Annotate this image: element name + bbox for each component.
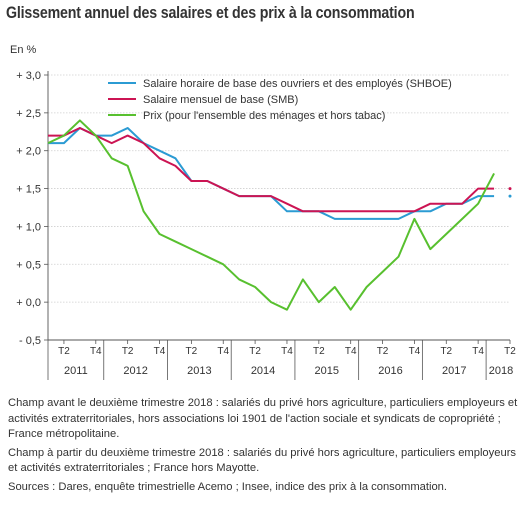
chart-title: Glissement annuel des salaires et des pr… xyxy=(6,4,415,22)
legend-label-1: Salaire horaire de base des ouvriers et … xyxy=(143,78,452,90)
line-chart: En % - 0,5 + 0,0 + 0,5 + 1,0 + 1,5 + 2,0 + 2,5 +… xyxy=(10,44,516,380)
x-quarter-label: T4 xyxy=(345,346,357,357)
series-projection-point-1 xyxy=(508,194,512,198)
x-quarter-label: T4 xyxy=(472,346,484,357)
chart-notes: Champ avant le deuxième trimestre 2018 :… xyxy=(8,396,524,499)
y-tick-label: + 3,0 xyxy=(16,70,41,82)
y-tick-label: + 2,5 xyxy=(16,108,41,120)
x-quarter-label: T4 xyxy=(90,346,102,357)
x-quarter-label: T2 xyxy=(377,346,389,357)
x-quarter-label: T2 xyxy=(440,346,452,357)
x-year-label: 2015 xyxy=(315,365,339,377)
series-line-3 xyxy=(47,119,495,311)
y-tick-label: + 0,5 xyxy=(16,259,41,271)
x-year-label: 2011 xyxy=(64,365,88,377)
x-quarter-label: T2 xyxy=(504,346,516,357)
x-year-label: 2016 xyxy=(378,365,402,377)
series-line-2 xyxy=(48,127,495,213)
x-quarter-label: T2 xyxy=(186,346,198,357)
x-quarter-label: T4 xyxy=(154,346,166,357)
x-quarter-label: T2 xyxy=(122,346,134,357)
x-quarter-label: T2 xyxy=(58,346,70,357)
legend-label-3: Prix (pour l'ensemble des ménages et hor… xyxy=(143,110,385,122)
x-quarter-label: T4 xyxy=(409,346,421,357)
y-tick-label: - 0,5 xyxy=(19,335,41,347)
note-field-after: Champ à partir du deuxième trimestre 201… xyxy=(8,446,517,475)
x-year-label: 2014 xyxy=(251,365,275,377)
y-tick-label: + 2,0 xyxy=(16,146,41,158)
y-tick-label: + 0,0 xyxy=(16,297,41,309)
x-quarter-label: T4 xyxy=(217,346,229,357)
chart-area: En % - 0,5 + 0,0 + 0,5 + 1,0 + 1,5 + 2,0 + 2,5 +… xyxy=(0,36,532,386)
note-sources: Sources : Dares, enquête trimestrielle A… xyxy=(8,480,448,493)
series-projection-point-2 xyxy=(508,187,512,191)
y-tick-label: + 1,0 xyxy=(16,221,41,233)
x-year-label: 2017 xyxy=(442,365,466,377)
legend-label-2: Salaire mensuel de base (SMB) xyxy=(143,94,298,106)
y-unit-label: En % xyxy=(10,44,37,56)
x-quarter-label: T4 xyxy=(281,346,293,357)
x-quarter-label: T2 xyxy=(249,346,261,357)
note-field-before: Champ avant le deuxième trimestre 2018 :… xyxy=(8,397,518,441)
x-year-label: 2013 xyxy=(187,365,211,377)
y-tick-label: + 1,5 xyxy=(16,184,41,196)
x-quarter-label: T2 xyxy=(313,346,325,357)
x-year-label: 2018 xyxy=(489,365,513,377)
x-year-label: 2012 xyxy=(123,365,147,377)
